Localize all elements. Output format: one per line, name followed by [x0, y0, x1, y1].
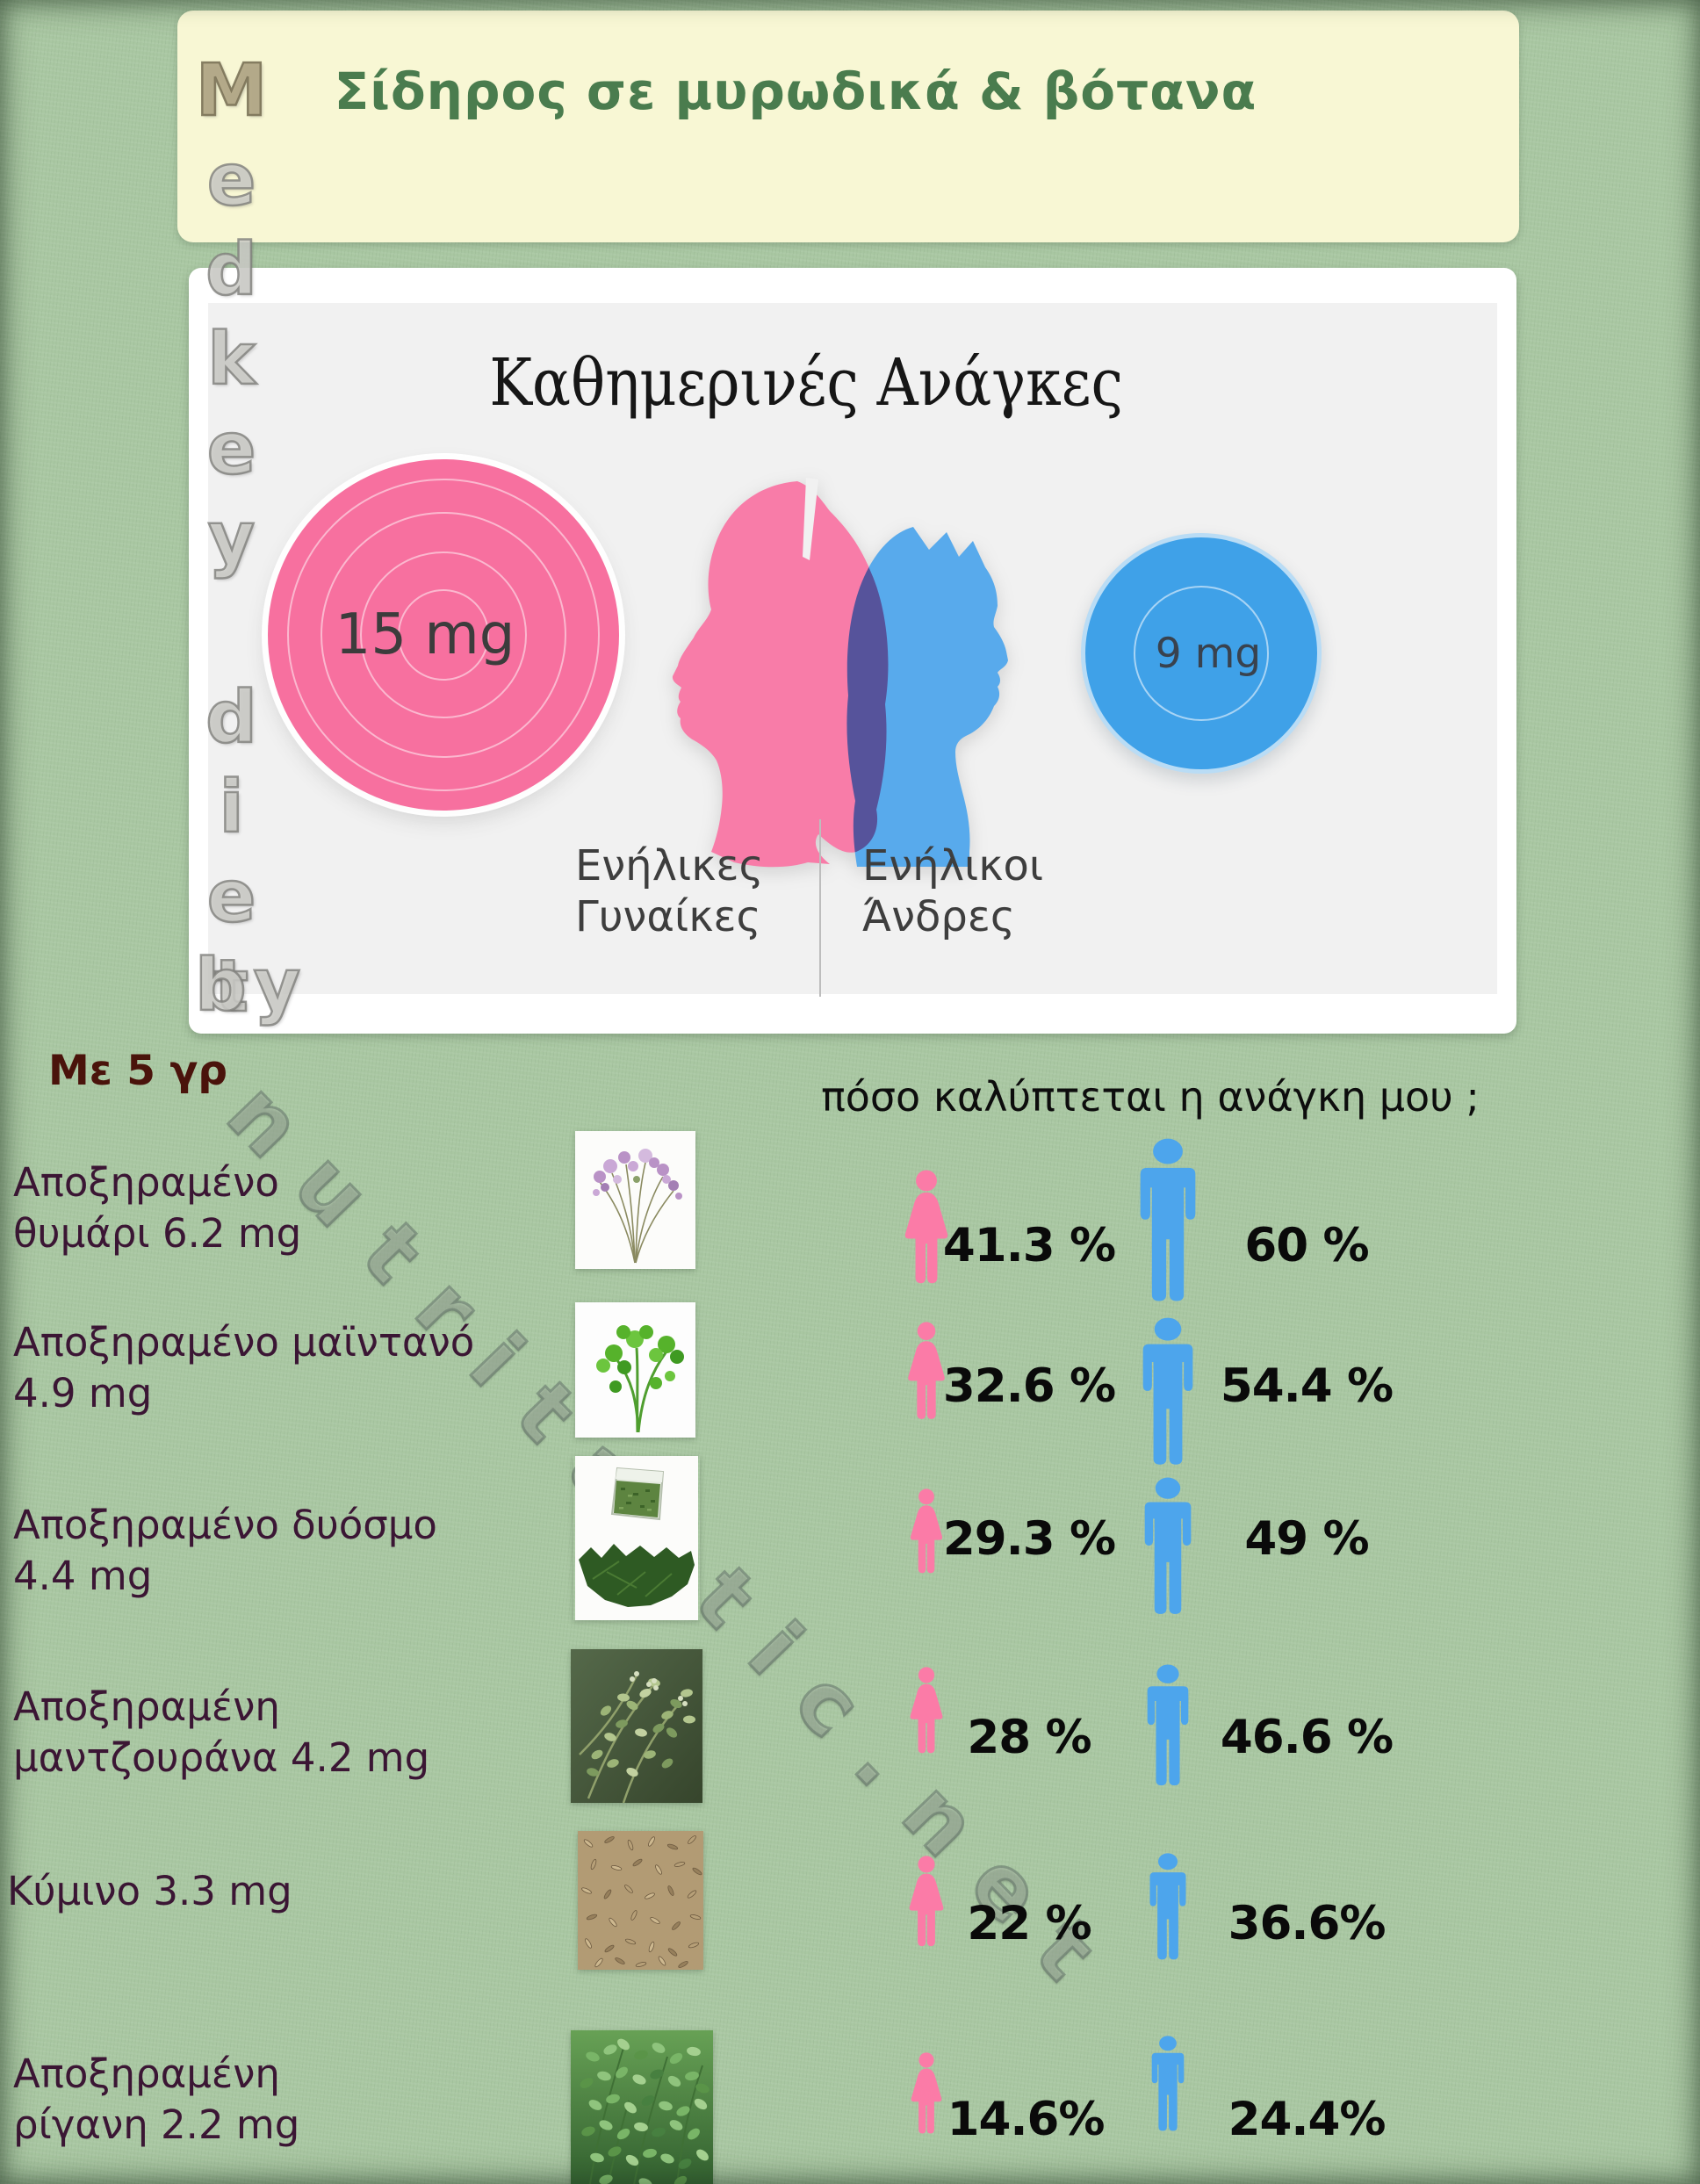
portion-note: Με 5 γρ [48, 1047, 228, 1095]
marjoram-image [571, 1649, 702, 1803]
male-percent: 24.4% [1228, 2093, 1387, 2146]
medkey-watermark: Medkey diet [189, 48, 275, 1036]
female-icon [906, 1488, 947, 1576]
target-ring [287, 479, 600, 791]
herb-label: Κύμινο 3.3 mg [7, 1866, 292, 1917]
herb-row-spearmint: Αποξηραμένο δυόσμο 4.4 mg 29.3 % 49 % [0, 1449, 1700, 1633]
herb-row-cumin: Κύμινο 3.3 mg [0, 1827, 1700, 2011]
target-ring [398, 589, 489, 681]
herb-label-line1: Αποξηραμένη [13, 2051, 280, 2097]
male-icon [1145, 2036, 1190, 2132]
female-icon [905, 1856, 948, 1950]
male-percent: 36.6% [1228, 1897, 1387, 1950]
women-label-line2: Γυναίκες [575, 892, 761, 941]
oregano-image [571, 2030, 713, 2184]
header-banner: Σίδηρος σε μυρωδικά & βότανα [177, 11, 1519, 242]
women-daily-circle: 15 mg [268, 459, 619, 811]
target-ring [321, 512, 566, 758]
page-title: Σίδηρος σε μυρωδικά & βότανα [334, 61, 1257, 121]
herb-label-line1: Αποξηραμένο μαϊντανό [13, 1319, 475, 1366]
male-percent: 49 % [1244, 1512, 1369, 1566]
herb-label-line1: Αποξηραμένο δυόσμο [13, 1502, 437, 1548]
herb-label: Αποξηραμένο μαϊντανό 4.9 mg [13, 1317, 474, 1419]
male-icon [1129, 1138, 1207, 1303]
herb-label-line2: θυμάρι 6.2 mg [13, 1210, 302, 1257]
female-percent: 32.6 % [942, 1359, 1116, 1413]
men-label-line2: Άνδρες [862, 892, 1015, 941]
herb-row-thyme: Αποξηραμένο θυμάρι 6.2 mg 41.3 % 60 [0, 1124, 1700, 1308]
female-percent: 41.3 % [942, 1219, 1116, 1272]
daily-needs-title: Καθημερινές Ανάγκες [489, 345, 1124, 421]
blue-inner-ring [1134, 586, 1269, 721]
herb-label-line1: Αποξηραμένη [13, 1683, 280, 1730]
herb-label: Αποξηραμένο θυμάρι 6.2 mg [13, 1157, 301, 1259]
female-icon [906, 1667, 947, 1756]
male-icon [1142, 1853, 1192, 1961]
female-percent: 29.3 % [942, 1512, 1116, 1566]
female-icon [907, 2052, 946, 2137]
target-ring [360, 551, 527, 718]
divider-line [819, 819, 821, 997]
female-percent: 22 % [967, 1897, 1091, 1950]
herb-label: Αποξηραμένη μαντζουράνα 4.2 mg [13, 1682, 429, 1784]
male-percent: 60 % [1244, 1219, 1369, 1272]
men-label: Ενήλικοι Άνδρες [862, 840, 1043, 942]
herb-label-line1: Κύμινο 3.3 mg [7, 1868, 292, 1914]
cumin-image [578, 1831, 703, 1970]
coverage-question: πόσο καλύπτεται η ανάγκη μου ; [821, 1073, 1480, 1121]
men-daily-circle: 9 mg [1081, 533, 1322, 774]
women-daily-value: 15 mg [335, 602, 515, 667]
female-percent: 14.6% [947, 2093, 1106, 2146]
herb-label-line2: ρίγανη 2.2 mg [13, 2101, 300, 2148]
parsley-image [575, 1302, 695, 1438]
women-label-line1: Ενήλικες [575, 841, 764, 890]
faces-illustration [672, 478, 1008, 868]
spearmint-image [575, 1456, 698, 1620]
male-percent: 46.6 % [1220, 1711, 1394, 1764]
female-percent: 28 % [967, 1711, 1091, 1764]
male-icon [1133, 1317, 1202, 1467]
herb-label: Αποξηραμένη ρίγανη 2.2 mg [13, 2049, 299, 2151]
herb-row-oregano: Αποξηραμένη ρίγανη 2.2 mg [0, 2020, 1700, 2184]
herb-label-line2: μαντζουράνα 4.2 mg [13, 1734, 430, 1781]
male-icon [1139, 1664, 1196, 1787]
medkey-by-watermark: by [194, 944, 308, 1027]
male-icon [1135, 1477, 1200, 1616]
men-daily-value: 9 mg [1155, 629, 1262, 678]
medkey-rest: edkey diet [189, 138, 275, 1036]
herb-row-parsley: Αποξηραμένο μαϊντανό 4.9 mg 32.6 % 54.4 … [0, 1282, 1700, 1467]
male-percent: 54.4 % [1220, 1359, 1394, 1413]
women-label: Ενήλικες Γυναίκες [575, 840, 764, 942]
herb-label-line2: 4.4 mg [13, 1553, 153, 1599]
daily-needs-card: Καθημερινές Ανάγκες 15 mg 9 mg Ενήλικες … [189, 268, 1516, 1034]
men-label-line1: Ενήλικοι [862, 841, 1044, 890]
thyme-image [575, 1131, 695, 1269]
herb-label-line1: Αποξηραμένο [13, 1159, 279, 1206]
herb-label: Αποξηραμένο δυόσμο 4.4 mg [13, 1500, 437, 1602]
herb-row-marjoram: Αποξηραμένη μαντζουράνα 4.2 mg [0, 1642, 1700, 1827]
medkey-initial: M [189, 48, 275, 141]
herb-label-line2: 4.9 mg [13, 1370, 153, 1416]
